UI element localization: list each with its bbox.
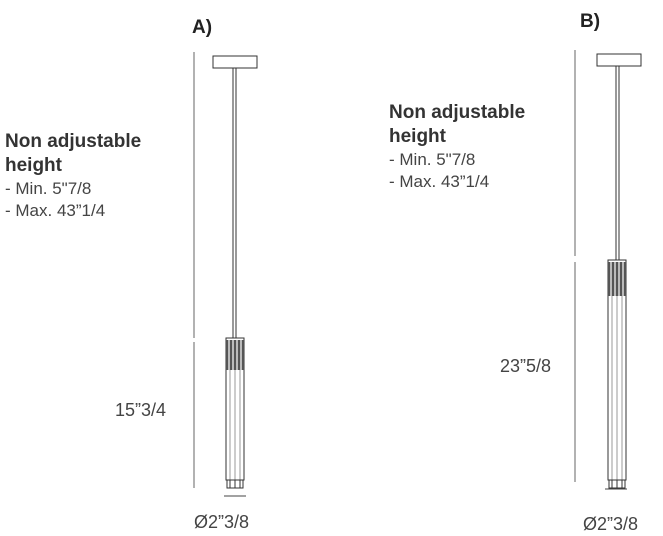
pendant-b-body [607,259,627,489]
variant-b-min-height: - Min. 5"7/8 [389,150,476,169]
variant-a-heading-line2: height [5,155,62,176]
variant-b-spec-block: Non adjustable height - Min. 5"7/8 - Max… [389,101,574,193]
pendant-a-drawing [193,52,258,497]
pendant-a-canopy [212,55,258,69]
variant-b-label: B) [580,11,601,32]
variant-a-heading-line1: Non adjustable [5,131,142,152]
variant-a-spec-block: Non adjustable height - Min. 5"7/8 - Max… [5,130,190,222]
variant-a-diameter: Ø2”3/8 [194,512,250,532]
variant-a-label: A) [192,17,213,38]
variant-b-heading-line1: Non adjustable [389,102,526,123]
variant-b-max-height: - Max. 43”1/4 [389,172,490,191]
pendant-b-canopy [596,53,642,67]
variant-b-diameter: Ø2”3/8 [583,514,639,534]
variant-a-max-height: - Max. 43”1/4 [5,201,106,220]
variant-a-body-height: 15”3/4 [115,400,167,420]
variant-b-heading-line2: height [389,126,446,147]
pendant-a-body [225,337,245,489]
variant-a-min-height: - Min. 5"7/8 [5,179,92,198]
pendant-b-drawing [574,50,642,490]
variant-b-body-height: 23”5/8 [500,356,552,376]
